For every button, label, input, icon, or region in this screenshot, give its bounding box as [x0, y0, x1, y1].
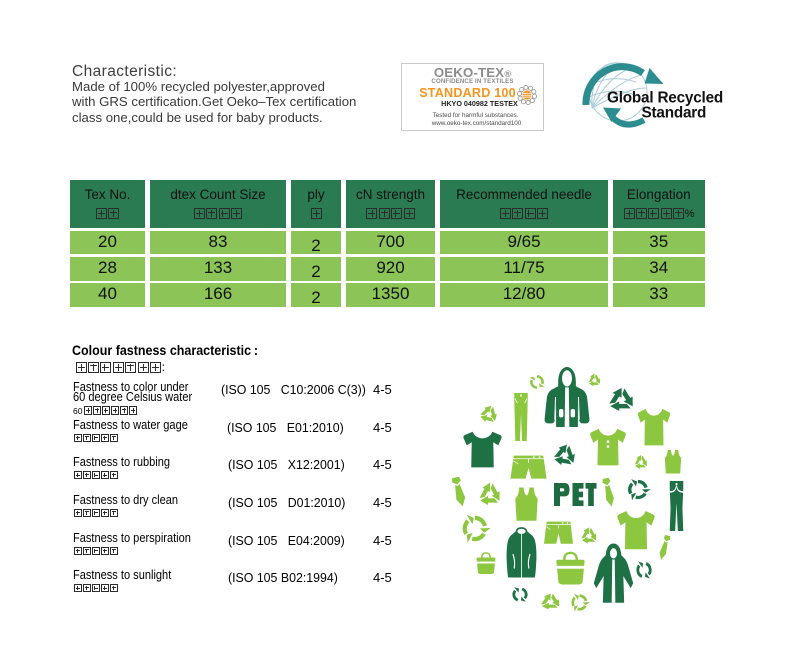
svg-text:Standard: Standard: [642, 105, 707, 122]
svg-text:Global Recycled: Global Recycled: [607, 90, 723, 107]
